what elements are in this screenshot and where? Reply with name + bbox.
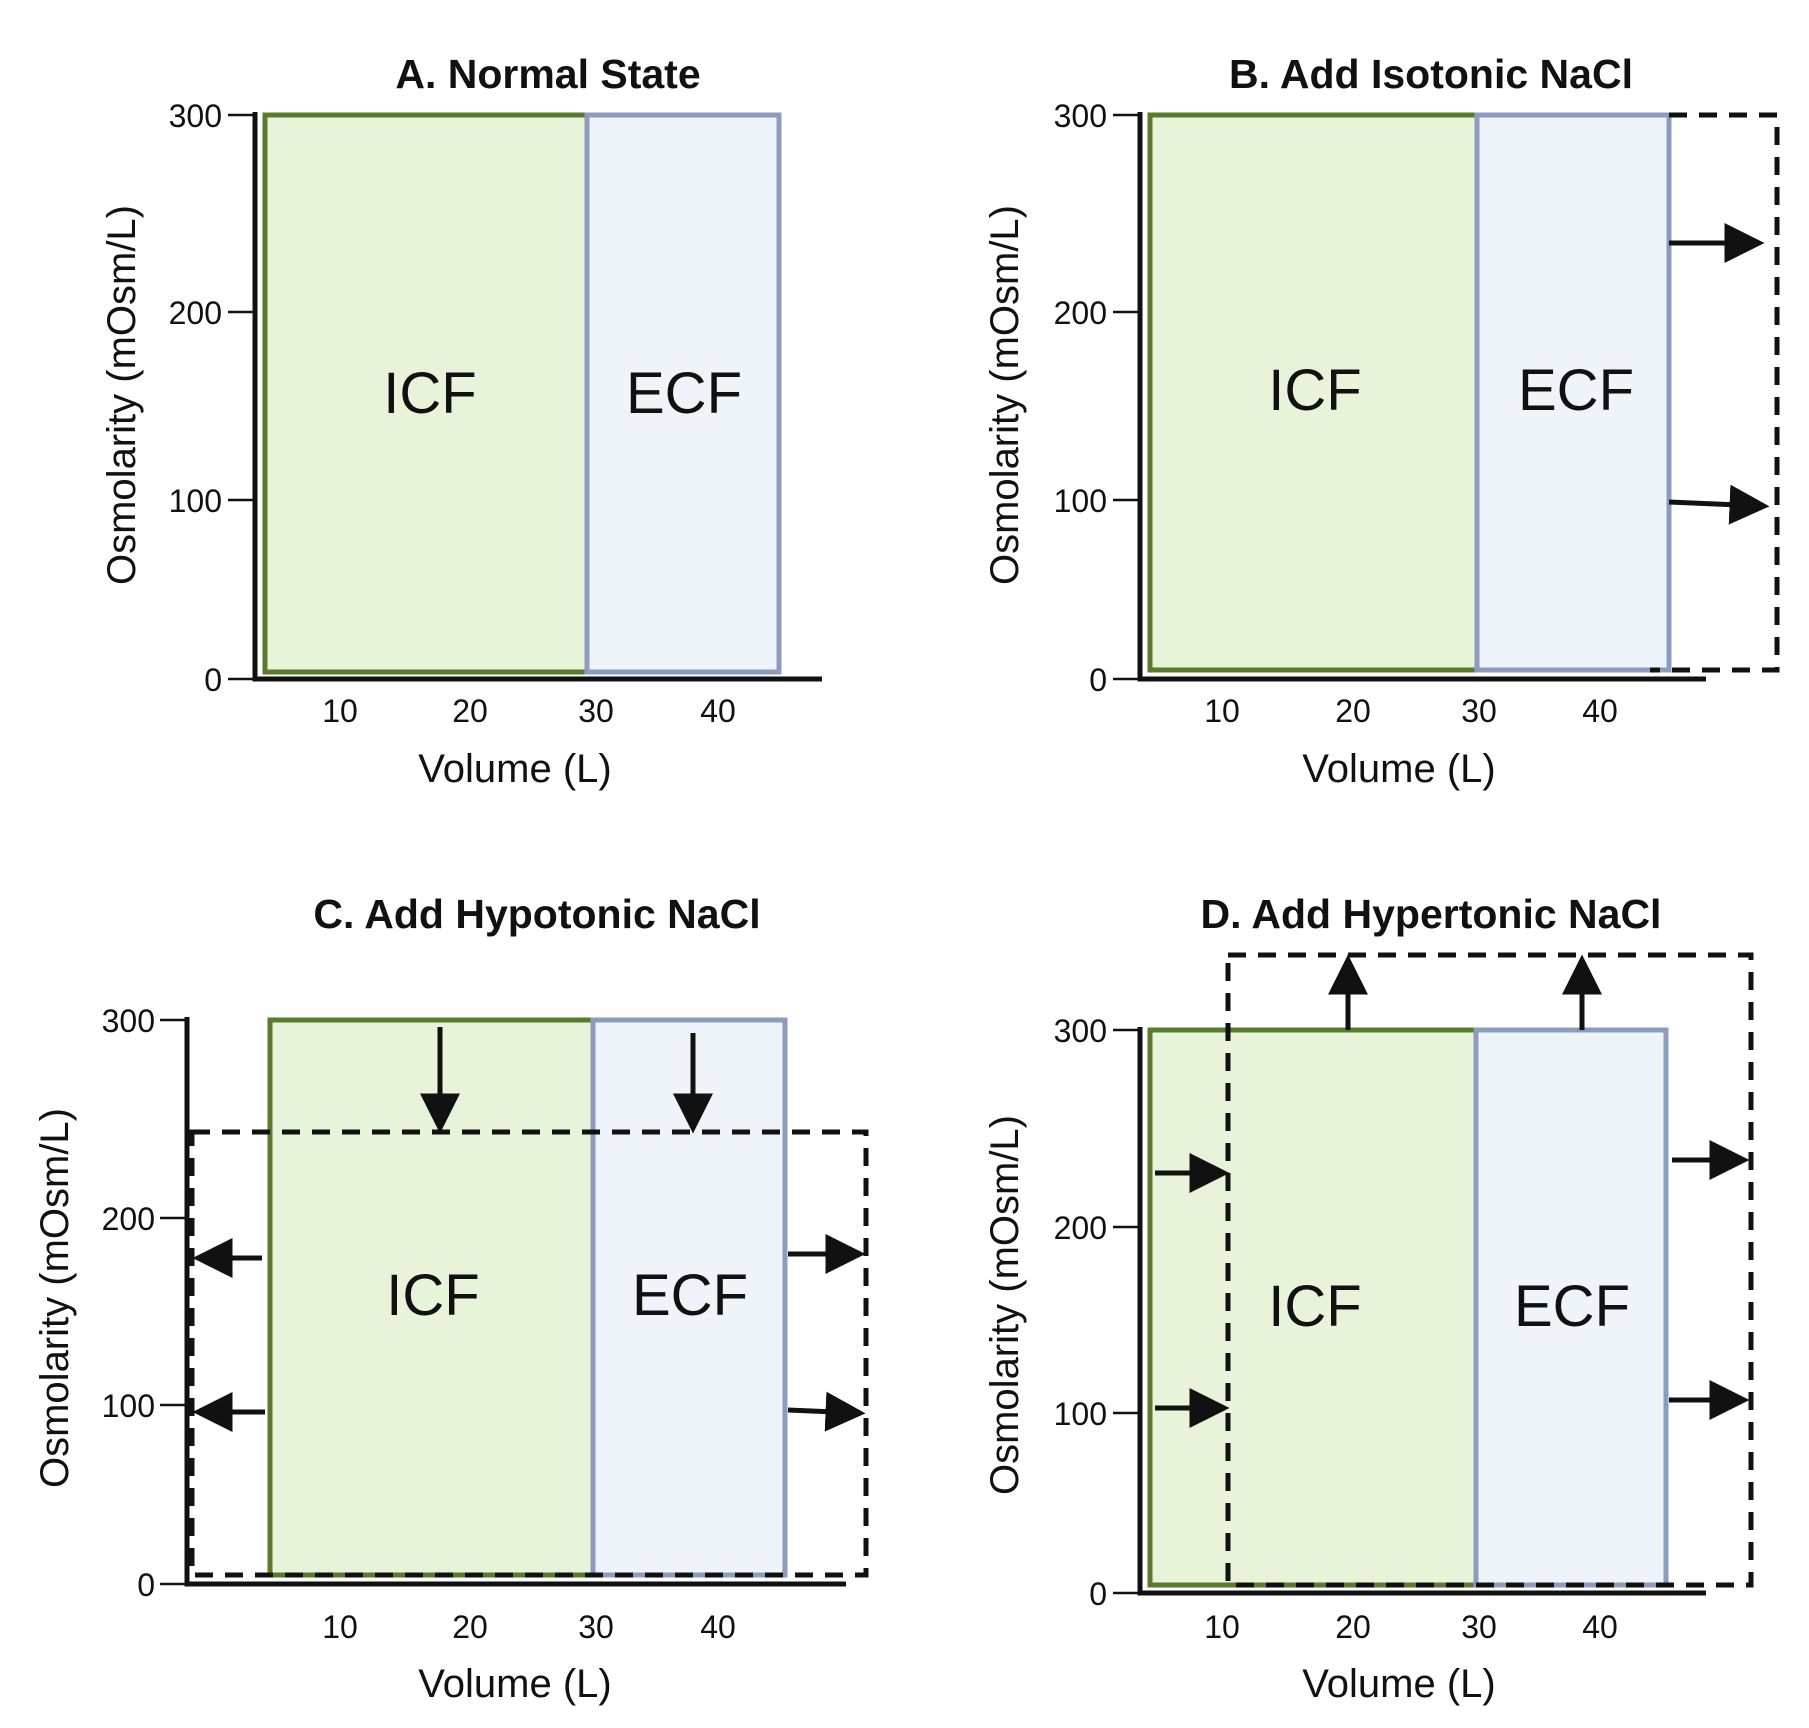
panel-b-ylabel: Osmolarity (mOsm/L) bbox=[983, 205, 1027, 585]
panel-d-ytick-label: 0 bbox=[1089, 1576, 1107, 1612]
panel-c-ytick-label: 300 bbox=[102, 1003, 155, 1039]
panel-a-xtick-label: 10 bbox=[322, 693, 358, 729]
panel-b-icf-box bbox=[1147, 112, 1480, 673]
panel-a-title: A. Normal State bbox=[395, 51, 700, 97]
panel-b-title: B. Add Isotonic NaCl bbox=[1229, 51, 1633, 97]
panel-b-ecf-label: ECF bbox=[1518, 358, 1634, 423]
panel-b-xtick-label: 20 bbox=[1335, 693, 1371, 729]
panel-d-xtick-label: 10 bbox=[1204, 1609, 1240, 1645]
panel-c-xlabel: Volume (L) bbox=[418, 1662, 611, 1706]
panel-b-expanded-volume-outline bbox=[1650, 112, 1780, 673]
panel-d-icf-box bbox=[1147, 1027, 1479, 1588]
panel-a-icf-label: ICF bbox=[383, 361, 476, 426]
panel-c: C. Add Hypotonic NaCl ICF ECF 300 200 10… bbox=[33, 891, 869, 1706]
panel-c-ytick-label: 100 bbox=[102, 1388, 155, 1424]
panel-b-ytick-label: 300 bbox=[1054, 98, 1107, 134]
panel-d-xtick-label: 20 bbox=[1335, 1609, 1371, 1645]
panel-c-ytick-label: 200 bbox=[102, 1201, 155, 1237]
panel-d-ytick-label: 100 bbox=[1054, 1396, 1107, 1432]
panel-c-xtick-label: 20 bbox=[452, 1609, 488, 1645]
panel-b-ytick-label: 200 bbox=[1054, 295, 1107, 331]
panel-a-ylabel: Osmolarity (mOsm/L) bbox=[100, 205, 144, 585]
panel-c-ytick-label: 0 bbox=[137, 1567, 155, 1603]
panel-a-ytick-label: 200 bbox=[169, 295, 222, 331]
panel-c-xtick-label: 30 bbox=[578, 1609, 614, 1645]
panel-b-xtick-label: 40 bbox=[1582, 693, 1618, 729]
panel-d-xtick-label: 30 bbox=[1461, 1609, 1497, 1645]
panel-c-xtick-label: 10 bbox=[322, 1609, 358, 1645]
panel-b-icf-label: ICF bbox=[1268, 358, 1361, 423]
panel-b-xlabel: Volume (L) bbox=[1302, 747, 1495, 791]
panel-b: B. Add Isotonic NaCl ICF ECF 300 200 100… bbox=[983, 51, 1780, 791]
panel-c-title: C. Add Hypotonic NaCl bbox=[313, 891, 760, 937]
panel-d-ytick-label: 200 bbox=[1054, 1210, 1107, 1246]
panel-b-expand-arrow-icon bbox=[1668, 484, 1770, 525]
panel-a-xtick-label: 20 bbox=[452, 693, 488, 729]
panel-c-ylabel: Osmolarity (mOsm/L) bbox=[33, 1108, 77, 1488]
panel-d-ecf-label: ECF bbox=[1514, 1274, 1630, 1339]
panel-a-icf-box bbox=[262, 112, 590, 675]
panel-b-ytick-label: 0 bbox=[1089, 662, 1107, 698]
panel-a-ytick-label: 0 bbox=[204, 662, 222, 698]
panel-a: A. Normal State ICF ECF 300 200 100 0 10… bbox=[100, 51, 822, 791]
panel-c-ecf-label: ECF bbox=[632, 1263, 748, 1328]
panel-a-ecf-box bbox=[584, 112, 782, 675]
panel-d-ylabel: Osmolarity (mOsm/L) bbox=[983, 1115, 1027, 1495]
panel-c-ecf-box bbox=[590, 1017, 788, 1578]
panel-a-ytick-label: 300 bbox=[169, 98, 222, 134]
panel-d-xlabel: Volume (L) bbox=[1302, 1662, 1495, 1706]
panel-d-xtick-label: 40 bbox=[1582, 1609, 1618, 1645]
panel-d-ytick-label: 300 bbox=[1054, 1013, 1107, 1049]
panel-b-ytick-label: 100 bbox=[1054, 483, 1107, 519]
panel-a-xtick-label: 30 bbox=[578, 693, 614, 729]
panel-c-xtick-label: 40 bbox=[700, 1609, 736, 1645]
panel-d-shifted-volume-outline bbox=[1225, 952, 1754, 1588]
panel-b-xtick-label: 30 bbox=[1461, 693, 1497, 729]
panel-a-xtick-label: 40 bbox=[700, 693, 736, 729]
panel-b-xtick-label: 10 bbox=[1204, 693, 1240, 729]
panel-a-ecf-label: ECF bbox=[626, 361, 742, 426]
panel-a-ytick-label: 100 bbox=[169, 483, 222, 519]
panel-a-xlabel: Volume (L) bbox=[418, 747, 611, 791]
panel-d-ecf-box bbox=[1473, 1027, 1669, 1588]
panel-d-title: D. Add Hypertonic NaCl bbox=[1201, 891, 1662, 937]
panel-c-icf-label: ICF bbox=[386, 1263, 479, 1328]
panel-d: D. Add Hypertonic NaCl ICF ECF 300 200 1… bbox=[983, 891, 1754, 1706]
panel-c-expanded-volume-outline bbox=[189, 1129, 869, 1578]
panel-b-ecf-box bbox=[1474, 112, 1672, 673]
panel-c-right-arrow-icon bbox=[787, 1391, 866, 1432]
panel-d-icf-label: ICF bbox=[1268, 1274, 1361, 1339]
